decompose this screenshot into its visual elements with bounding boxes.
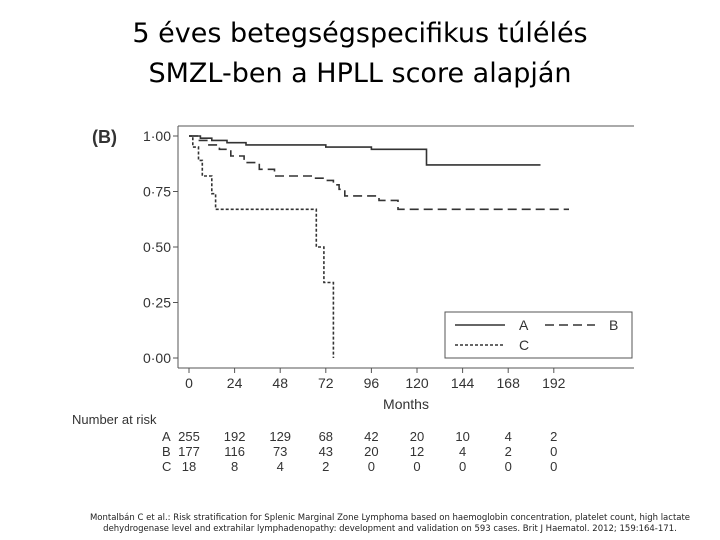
series-line-c bbox=[189, 135, 335, 358]
risk-row-name: B bbox=[162, 444, 171, 459]
series-line-b bbox=[189, 135, 569, 211]
legend-label-c: C bbox=[519, 337, 529, 353]
y-tick-label: 1·00 bbox=[143, 128, 171, 144]
risk-cell: 129 bbox=[269, 429, 291, 444]
y-tick-label: 0·50 bbox=[143, 239, 171, 255]
risk-cell: 0 bbox=[550, 444, 557, 459]
risk-row-name: C bbox=[162, 459, 171, 474]
number-at-risk-label: Number at risk bbox=[72, 412, 157, 427]
risk-cell: 0 bbox=[368, 459, 375, 474]
x-tick-label: 96 bbox=[364, 375, 380, 391]
risk-cell: 18 bbox=[182, 459, 196, 474]
y-tick-label: 0·75 bbox=[143, 184, 171, 200]
x-tick-label: 144 bbox=[451, 375, 475, 391]
chart-axes: (B) 1·00 0·75 0·50 0·25 0·00 0 24 48 72 96 120 144 16… bbox=[92, 125, 634, 412]
risk-cell: 43 bbox=[319, 444, 333, 459]
risk-cell: 42 bbox=[364, 429, 378, 444]
series-line-a bbox=[189, 135, 541, 166]
risk-cell: 0 bbox=[413, 459, 420, 474]
slide-title: 5 éves betegségspecifikus túlélés SMZL-b… bbox=[0, 14, 720, 94]
risk-cell: 12 bbox=[410, 444, 424, 459]
slide-title-line-1: 5 éves betegségspecifikus túlélés bbox=[132, 18, 588, 49]
x-tick-label: 192 bbox=[542, 375, 566, 391]
risk-cell: 20 bbox=[410, 429, 424, 444]
risk-cell: 4 bbox=[505, 429, 512, 444]
legend-box bbox=[444, 311, 633, 359]
risk-cell: 4 bbox=[277, 459, 284, 474]
chart-legend: A B C bbox=[444, 311, 633, 359]
y-tick-label: 0·00 bbox=[143, 350, 171, 366]
risk-cell: 177 bbox=[178, 444, 200, 459]
risk-cell: 0 bbox=[459, 459, 466, 474]
x-tick-label: 168 bbox=[497, 375, 521, 391]
risk-row-name: A bbox=[162, 429, 171, 444]
x-tick-label: 72 bbox=[318, 375, 334, 391]
y-tick-label: 0·25 bbox=[143, 295, 171, 311]
risk-cell: 68 bbox=[319, 429, 333, 444]
x-tick-label: 24 bbox=[227, 375, 243, 391]
x-tick-label: 48 bbox=[272, 375, 288, 391]
risk-cell: 255 bbox=[178, 429, 200, 444]
risk-cell: 116 bbox=[224, 444, 245, 459]
citation-line-1: Montalbán C et al.: Risk stratification … bbox=[89, 513, 691, 523]
x-tick-label: 0 bbox=[185, 375, 193, 391]
risk-cell: 4 bbox=[459, 444, 466, 459]
x-tick-label: 120 bbox=[405, 375, 429, 391]
risk-cell: 2 bbox=[550, 429, 557, 444]
legend-label-a: A bbox=[519, 317, 529, 333]
risk-cell: 2 bbox=[505, 444, 512, 459]
risk-cell: 0 bbox=[550, 459, 557, 474]
risk-cell: 10 bbox=[455, 429, 469, 444]
x-axis-label: Months bbox=[383, 396, 429, 412]
risk-cell: 8 bbox=[231, 459, 238, 474]
slide-title-line-2: SMZL-ben a HPLL score alapján bbox=[148, 58, 572, 89]
citation: Montalbán C et al.: Risk stratification … bbox=[60, 513, 720, 535]
chart-curves bbox=[189, 135, 569, 358]
panel-label: (B) bbox=[92, 127, 117, 147]
citation-line-2: dehydrogenase level and extrahilar lymph… bbox=[103, 524, 677, 534]
legend-label-b: B bbox=[609, 317, 618, 333]
risk-cell: 2 bbox=[322, 459, 329, 474]
risk-cell: 0 bbox=[505, 459, 512, 474]
risk-cell: 192 bbox=[224, 429, 246, 444]
risk-cell: 73 bbox=[273, 444, 287, 459]
risk-cell: 20 bbox=[364, 444, 378, 459]
